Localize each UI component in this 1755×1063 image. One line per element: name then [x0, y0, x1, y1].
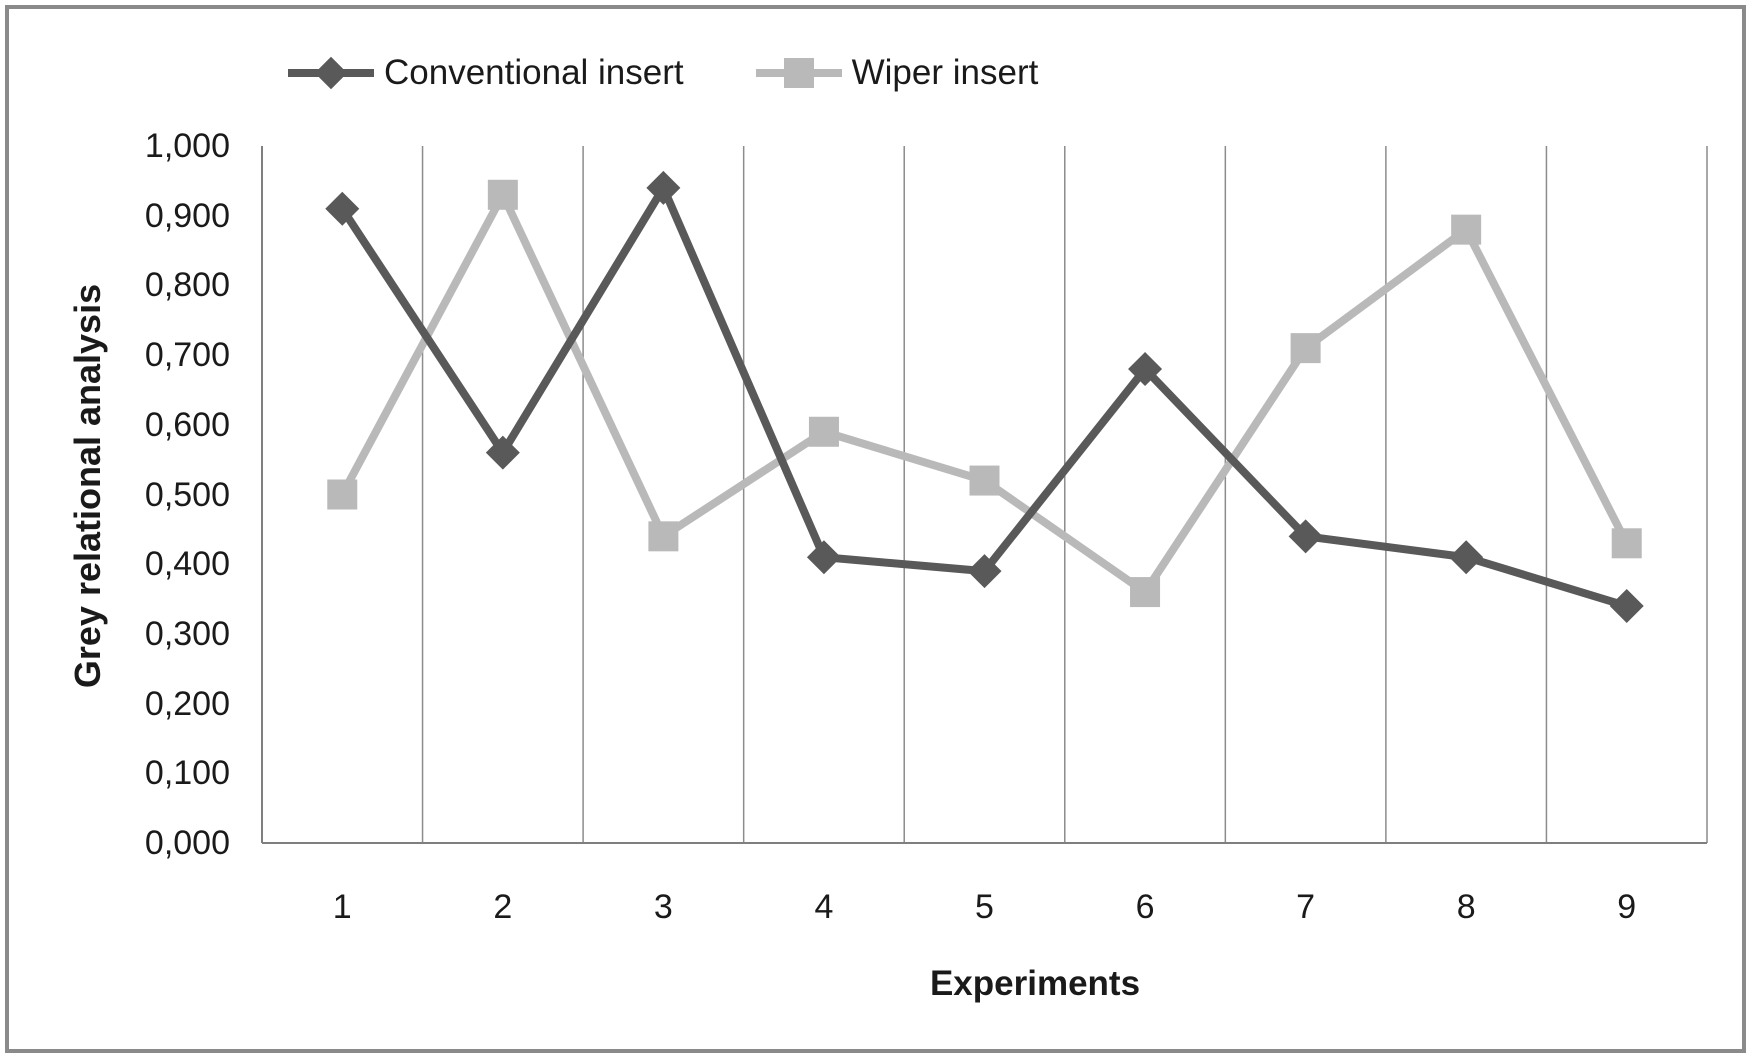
y-tick-label: 0,200 [144, 684, 230, 723]
wiper-insert-marker [648, 521, 679, 552]
wiper-insert-marker [487, 179, 518, 210]
x-tick-label: 5 [975, 888, 994, 926]
y-tick-label: 1,000 [144, 127, 230, 165]
legend-item-conventional-insert: Conventional insert [288, 53, 684, 93]
conventional-insert-marker [806, 540, 841, 575]
conventional-insert-marker [1128, 352, 1163, 387]
conventional-insert-marker [646, 170, 681, 205]
y-tick-label: 0,600 [144, 405, 230, 444]
y-tick-label: 0,300 [144, 614, 230, 653]
square-icon [783, 58, 814, 88]
y-tick-label: 0,800 [144, 266, 230, 305]
square-series-marker-icon [755, 58, 842, 88]
conventional-insert-marker [1449, 540, 1484, 575]
legend-item-wiper-insert: Wiper insert [755, 53, 1039, 93]
y-tick-label: 0,100 [144, 754, 230, 793]
x-tick-label: 9 [1617, 888, 1637, 926]
x-tick-label: 7 [1296, 888, 1316, 926]
x-tick-label: 1 [332, 888, 352, 926]
x-tick-label: 6 [1135, 888, 1155, 926]
wiper-insert-marker [1130, 577, 1161, 608]
conventional-insert-marker [1609, 589, 1644, 624]
wiper-insert-marker [1290, 333, 1321, 364]
conventional-insert-marker [485, 435, 520, 470]
x-tick-label: 4 [814, 888, 834, 926]
legend-label-wiper-insert: Wiper insert [851, 53, 1039, 92]
wiper-insert-marker [969, 465, 1000, 496]
legend: Conventional insert Wiper insert [288, 50, 1038, 96]
x-axis-title: Experiments [929, 964, 1141, 1003]
legend-label-conventional-insert: Conventional insert [384, 53, 684, 92]
wiper-insert-marker [808, 416, 839, 447]
conventional-insert-marker [1288, 519, 1323, 554]
x-tick-label: 2 [493, 888, 513, 926]
conventional-insert-marker [325, 191, 360, 226]
y-tick-label: 0,000 [144, 824, 230, 862]
y-tick-label: 0,500 [144, 475, 230, 514]
wiper-insert-marker [1451, 214, 1482, 245]
conventional-insert-marker [967, 554, 1002, 589]
wiper-insert-marker [327, 479, 358, 510]
wiper-insert-marker [1611, 528, 1642, 559]
diamond-series-marker-icon [288, 56, 374, 90]
y-tick-label: 0,900 [144, 196, 230, 235]
chart-outer-border [5, 5, 1746, 1053]
y-tick-label: 0,400 [144, 545, 230, 584]
y-tick-label: 0,700 [144, 336, 230, 375]
x-tick-label: 8 [1456, 888, 1476, 926]
diamond-icon [314, 56, 348, 90]
x-tick-label: 3 [653, 888, 673, 926]
